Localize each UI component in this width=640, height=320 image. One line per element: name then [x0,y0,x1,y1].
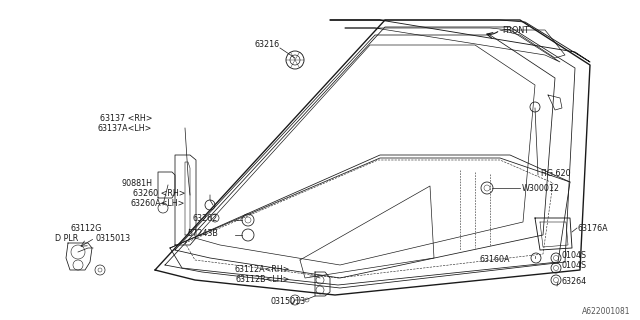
Text: 0315013: 0315013 [270,298,305,307]
Text: W300012: W300012 [522,183,560,193]
Text: 63160A: 63160A [479,255,510,265]
Text: FIG.620: FIG.620 [540,169,571,178]
Text: 63112B<LH>: 63112B<LH> [236,276,290,284]
Text: D PLR: D PLR [55,234,78,243]
Text: 63137 <RH>: 63137 <RH> [99,114,152,123]
Text: 63112G: 63112G [70,223,101,233]
Text: 57243B: 57243B [187,228,218,237]
Text: 0104S: 0104S [562,252,587,260]
Text: 63137A<LH>: 63137A<LH> [98,124,152,132]
Text: A622001081: A622001081 [582,307,630,316]
Text: 63262: 63262 [193,213,218,222]
Text: 63264: 63264 [562,277,587,286]
Text: 63260A<LH>: 63260A<LH> [131,198,185,207]
Text: 90881H: 90881H [121,179,152,188]
Text: 0315013: 0315013 [95,234,130,243]
Text: 63260 <RH>: 63260 <RH> [132,188,185,197]
Text: 63216: 63216 [255,39,280,49]
Text: 63176A: 63176A [578,223,609,233]
Text: FRONT: FRONT [502,26,529,35]
Text: 63112A<RH>: 63112A<RH> [234,266,290,275]
Text: 0104S: 0104S [562,261,587,270]
